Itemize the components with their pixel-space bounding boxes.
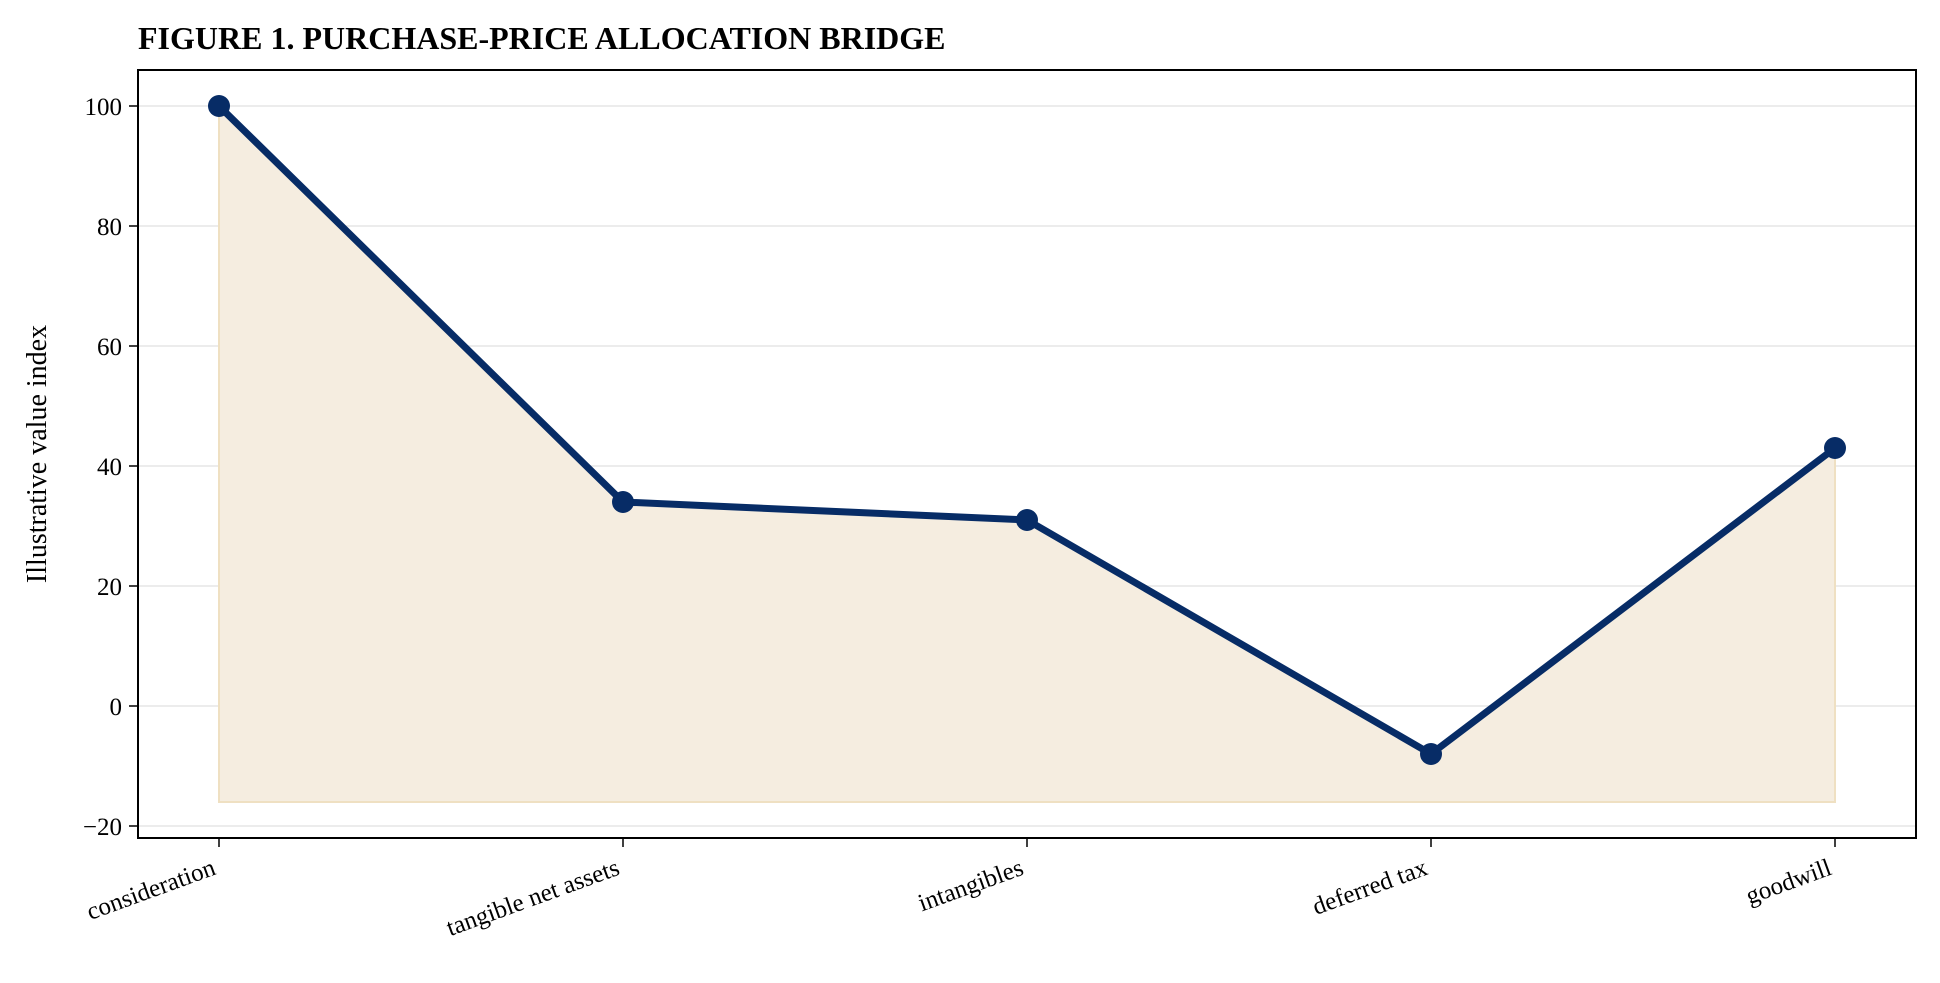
x-tick-label: goodwill — [1742, 854, 1835, 910]
y-axis: −20 0 20 40 60 80 100 — [83, 94, 138, 841]
data-point — [208, 95, 230, 117]
y-tick-label: −20 — [83, 814, 122, 841]
x-tick-label: tangible net assets — [443, 854, 623, 942]
x-axis: consideration tangible net assets intangib… — [83, 838, 1836, 942]
y-tick-label: 20 — [97, 574, 122, 601]
data-points — [208, 95, 1846, 765]
y-tick-label: 60 — [97, 334, 122, 361]
area-fill — [218, 103, 1836, 803]
y-tick-label: 100 — [85, 94, 123, 121]
y-axis-label: Illustrative value index — [22, 325, 53, 583]
data-point — [1420, 743, 1442, 765]
y-tick-label: 0 — [110, 694, 123, 721]
x-tick-label: intangibles — [915, 854, 1027, 917]
y-tick-label: 80 — [97, 214, 122, 241]
data-point — [1824, 437, 1846, 459]
chart-title: FIGURE 1. PURCHASE-PRICE ALLOCATION BRID… — [138, 20, 946, 56]
x-tick-label: deferred tax — [1309, 854, 1432, 921]
data-point — [612, 491, 634, 513]
data-point — [1016, 509, 1038, 531]
x-tick-label: consideration — [83, 854, 219, 926]
y-tick-label: 40 — [97, 454, 122, 481]
